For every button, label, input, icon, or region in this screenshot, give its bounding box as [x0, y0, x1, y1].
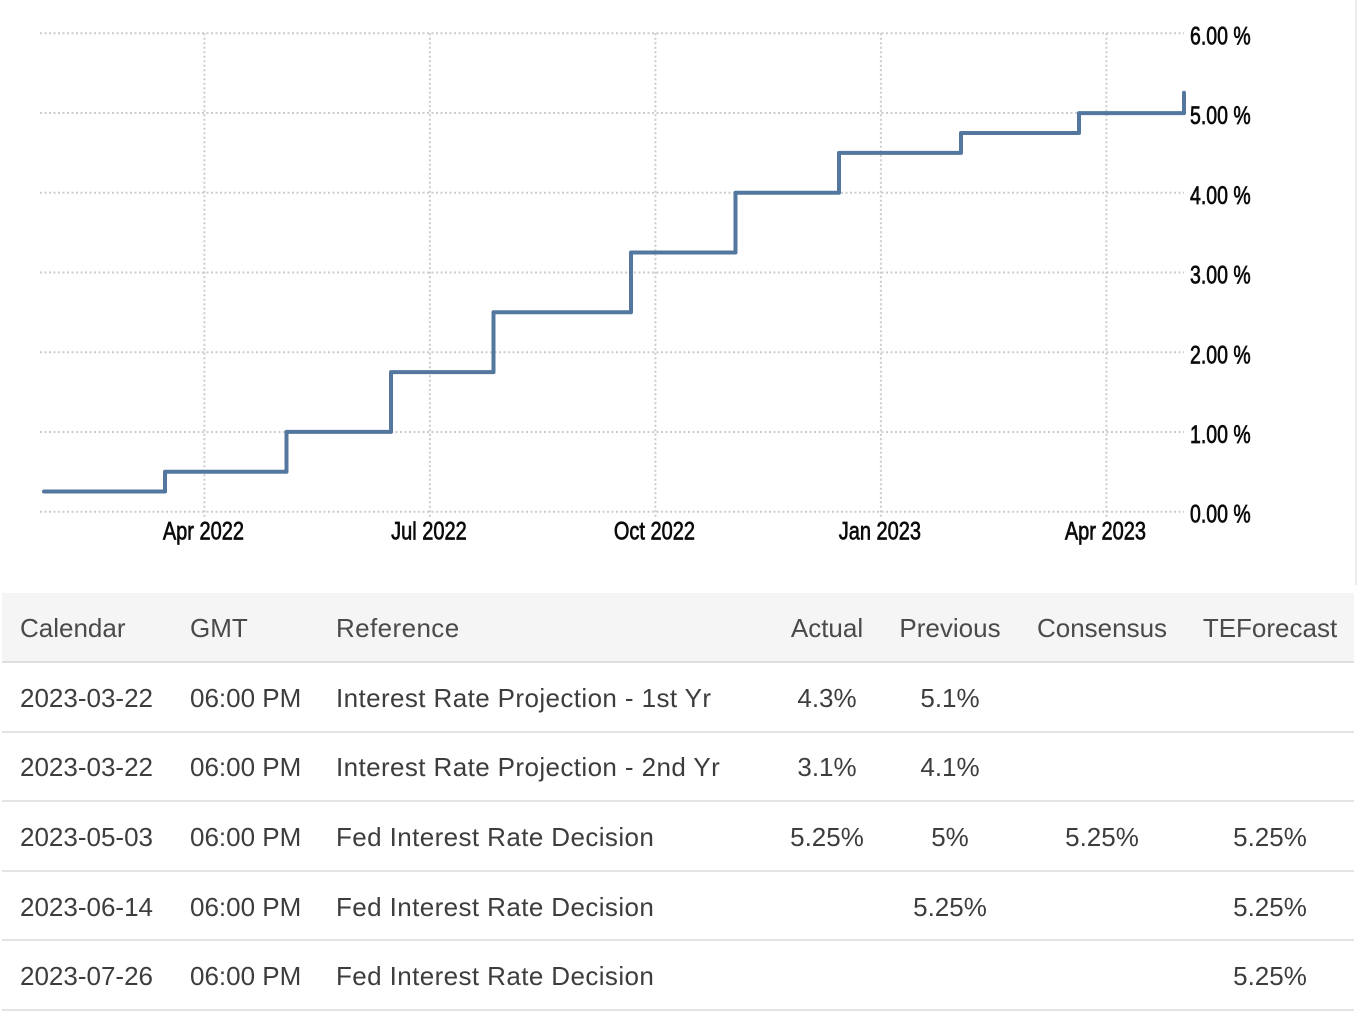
svg-text:Jan 2023: Jan 2023: [839, 517, 921, 545]
svg-text:4.00 %: 4.00 %: [1190, 181, 1251, 209]
svg-text:6.00 %: 6.00 %: [1190, 22, 1251, 50]
svg-text:Oct 2022: Oct 2022: [614, 517, 695, 545]
svg-text:1.00 %: 1.00 %: [1190, 421, 1251, 449]
svg-text:3.00 %: 3.00 %: [1190, 261, 1251, 289]
svg-text:5.00 %: 5.00 %: [1190, 102, 1251, 130]
svg-text:Jul 2022: Jul 2022: [391, 517, 467, 545]
svg-text:Apr 2022: Apr 2022: [163, 517, 244, 545]
svg-text:Apr 2023: Apr 2023: [1065, 517, 1146, 545]
svg-text:2.00 %: 2.00 %: [1190, 341, 1251, 369]
svg-text:0.00 %: 0.00 %: [1190, 500, 1251, 528]
